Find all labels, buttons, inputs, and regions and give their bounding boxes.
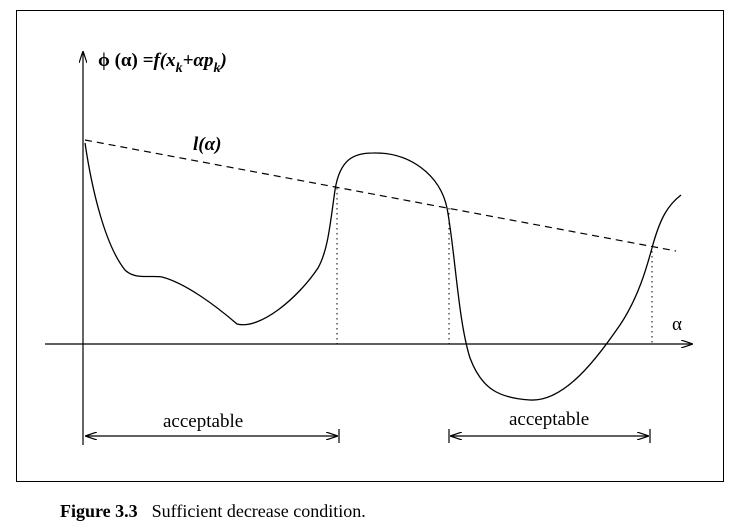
phi-curve <box>84 142 682 401</box>
y-axis-label: ϕ (α) =f(xk+αpk) <box>98 50 227 76</box>
acceptable-label-1: acceptable <box>163 411 243 432</box>
x-axis-label: α <box>672 314 682 335</box>
line-label: l(α) <box>193 134 221 155</box>
caption-number: Figure 3.3 <box>60 501 138 521</box>
caption-text: Sufficient decrease condition. <box>151 501 366 521</box>
figure-frame <box>16 10 724 482</box>
sufficient-decrease-line <box>84 139 677 252</box>
acceptable-label-2: acceptable <box>509 409 589 430</box>
figure-caption: Figure 3.3 Sufficient decrease condition. <box>60 501 366 522</box>
